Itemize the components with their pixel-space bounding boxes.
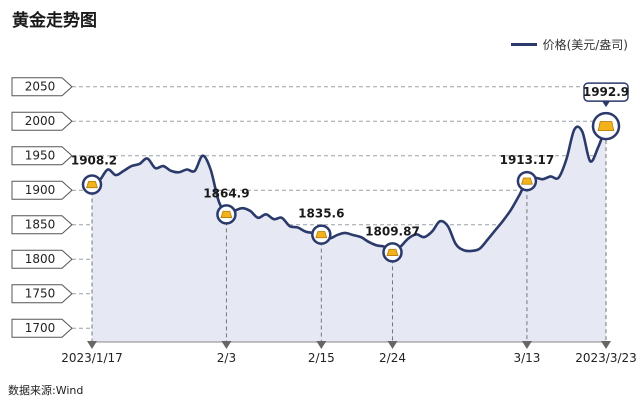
y-tick-label: 2000 xyxy=(25,114,56,128)
y-tick-marker xyxy=(11,111,73,131)
x-tick-label: 2/24 xyxy=(379,351,406,365)
annotation-value-label: 1809.87 xyxy=(365,224,420,238)
gold-bar-icon xyxy=(315,231,328,239)
annotation-value-label: 1908.2 xyxy=(71,154,117,168)
x-tick-marker xyxy=(601,341,611,349)
y-tick-label: 2050 xyxy=(25,80,56,94)
x-tick-label: 2/3 xyxy=(217,351,236,365)
y-tick-marker xyxy=(11,249,73,269)
y-tick-label: 1950 xyxy=(25,149,56,163)
y-tick-marker xyxy=(11,77,73,97)
annotation-callout-pointer xyxy=(602,101,610,108)
y-tick-label: 1900 xyxy=(25,183,56,197)
x-tick-label: 3/13 xyxy=(513,351,540,365)
x-tick-marker xyxy=(221,341,232,349)
gold-bar-icon xyxy=(220,210,233,218)
y-tick-label: 1750 xyxy=(25,287,56,301)
gold-bar-icon xyxy=(86,180,98,189)
data-source: 数据来源:Wind xyxy=(8,384,84,397)
y-tick-marker xyxy=(11,284,73,304)
legend: 价格(美元/盎司) xyxy=(510,36,628,53)
y-tick-marker xyxy=(11,146,73,166)
x-tick-marker xyxy=(387,341,398,349)
gold-bar-icon xyxy=(597,121,615,132)
x-tick-marker xyxy=(87,341,97,349)
y-tick-marker xyxy=(11,180,73,200)
x-tick-label: 2023/1/17 xyxy=(61,351,123,365)
y-tick-marker xyxy=(11,215,73,235)
price-line xyxy=(90,124,608,254)
chart-title: 黄金走势图 xyxy=(12,11,97,31)
y-tick-label: 1800 xyxy=(25,252,56,266)
x-tick-marker xyxy=(316,341,327,349)
annotation-value-label: 1992.9 xyxy=(583,85,629,99)
legend-label: 价格(美元/盎司) xyxy=(542,38,628,52)
legend-line-swatch xyxy=(510,43,537,46)
y-tick-label: 1700 xyxy=(25,321,56,335)
x-tick-label: 2/15 xyxy=(308,351,335,365)
gold-bar-icon xyxy=(386,248,399,256)
x-tick-label: 2023/3/23 xyxy=(575,351,637,365)
annotation-value-label: 1864.9 xyxy=(203,186,249,200)
annotation-value-label: 1835.6 xyxy=(298,207,344,221)
gold-bar-icon xyxy=(520,177,533,185)
y-tick-label: 1850 xyxy=(25,218,56,232)
x-tick-marker xyxy=(521,341,532,349)
annotation-value-label: 1913.17 xyxy=(500,153,555,167)
y-tick-marker xyxy=(11,318,73,338)
